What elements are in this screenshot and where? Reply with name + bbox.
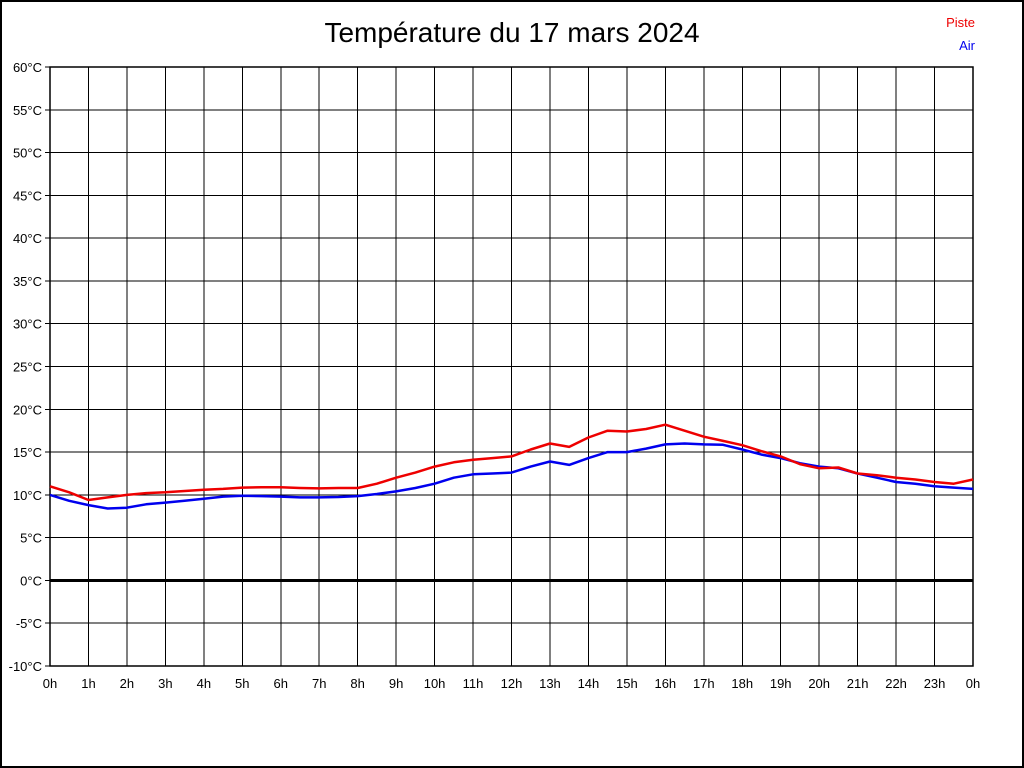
legend-item-piste: Piste — [946, 11, 975, 34]
x-tick-label-15: 15h — [616, 676, 638, 691]
y-tick-label-10: 10°C — [13, 488, 42, 503]
y-tick-label-5: 5°C — [20, 531, 42, 546]
x-tick-label-7: 7h — [312, 676, 326, 691]
piste-line — [49, 423, 974, 502]
y-tick-label-35: 35°C — [13, 274, 42, 289]
plot-frame — [49, 66, 974, 667]
x-tick-label-17: 17h — [693, 676, 715, 691]
y-tick-label-40: 40°C — [13, 231, 42, 246]
x-tick-label-13: 13h — [539, 676, 561, 691]
x-tick-label-3: 3h — [158, 676, 172, 691]
x-tick-label-18: 18h — [731, 676, 753, 691]
y-tick-label-30: 30°C — [13, 317, 42, 332]
x-tick-label-22: 22h — [885, 676, 907, 691]
y-tick-label-55: 55°C — [13, 103, 42, 118]
x-tick-label-4: 4h — [197, 676, 211, 691]
air-line — [49, 442, 974, 510]
x-tick-label-12: 12h — [501, 676, 523, 691]
x-tick-label-20: 20h — [808, 676, 830, 691]
x-tick-label-11: 11h — [463, 676, 484, 691]
y-tick-label--5: -5°C — [16, 616, 42, 631]
x-tick-label-1: 1h — [81, 676, 95, 691]
chart-title: Température du 17 mars 2024 — [324, 17, 700, 48]
x-tick-label-24: 0h — [966, 676, 980, 691]
x-tick-label-14: 14h — [578, 676, 600, 691]
y-tick-label-15: 15°C — [13, 445, 42, 460]
x-tick-label-0: 0h — [43, 676, 57, 691]
x-tick-label-10: 10h — [424, 676, 446, 691]
x-tick-label-2: 2h — [120, 676, 134, 691]
x-tick-label-5: 5h — [235, 676, 249, 691]
legend-item-air: Air — [946, 34, 975, 57]
y-tick-label-50: 50°C — [13, 146, 42, 161]
x-tick-label-21: 21h — [847, 676, 869, 691]
y-tick-label-60: 60°C — [13, 60, 42, 75]
legend-label-piste: Piste — [946, 15, 975, 30]
x-tick-label-23: 23h — [924, 676, 946, 691]
x-tick-label-16: 16h — [654, 676, 676, 691]
y-tick-label--10: -10°C — [9, 659, 42, 674]
x-tick-label-19: 19h — [770, 676, 792, 691]
chart-legend: Piste Air — [946, 11, 975, 57]
x-tick-label-9: 9h — [389, 676, 403, 691]
x-tick-label-6: 6h — [274, 676, 288, 691]
y-tick-label-45: 45°C — [13, 188, 42, 203]
legend-label-air: Air — [959, 38, 975, 53]
y-tick-label-25: 25°C — [13, 360, 42, 375]
y-tick-label-20: 20°C — [13, 402, 42, 417]
x-tick-label-8: 8h — [350, 676, 364, 691]
y-tick-label-0: 0°C — [20, 573, 42, 588]
